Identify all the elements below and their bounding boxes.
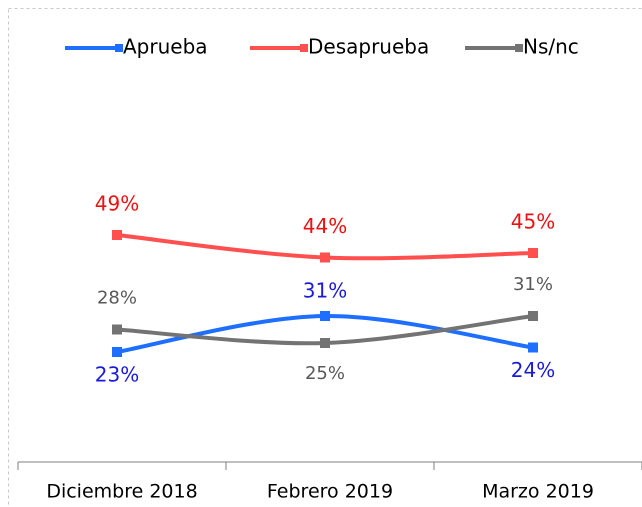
data-label: 31% <box>513 274 553 295</box>
data-label: 49% <box>95 192 139 216</box>
legend-label: Ns/nc <box>523 35 579 59</box>
point-marker <box>528 342 538 353</box>
data-label: 28% <box>97 288 137 309</box>
point-marker <box>112 347 122 357</box>
point-marker <box>320 338 330 348</box>
legend-marker <box>115 44 123 52</box>
legend-marker <box>300 44 308 52</box>
data-label: 23% <box>95 363 139 387</box>
point-marker <box>112 230 122 240</box>
point-marker <box>320 311 330 321</box>
point-marker <box>528 248 538 258</box>
legend-label: Desaprueba <box>308 35 429 59</box>
data-label: 45% <box>511 210 555 234</box>
x-tick-label: Diciembre 2018 <box>46 481 197 503</box>
point-marker <box>528 311 538 321</box>
x-tick-label: Marzo 2019 <box>482 481 594 503</box>
legend-label: Aprueba <box>123 35 208 59</box>
legend-marker <box>515 44 523 52</box>
data-label: 44% <box>303 214 347 238</box>
data-label: 24% <box>511 358 555 382</box>
chart-border <box>8 8 642 507</box>
point-marker <box>112 324 122 335</box>
data-label: 25% <box>305 363 345 384</box>
x-tick-label: Febrero 2019 <box>267 481 393 503</box>
point-marker <box>320 252 330 263</box>
data-label: 31% <box>303 279 347 303</box>
